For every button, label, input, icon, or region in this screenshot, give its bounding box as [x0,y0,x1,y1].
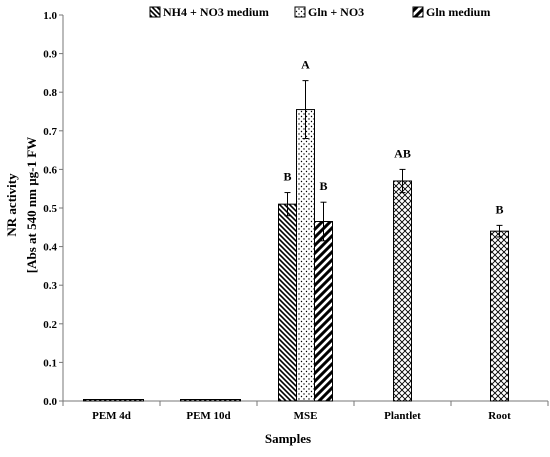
significance-letter: B [495,202,503,216]
significance-letter: B [319,179,327,193]
y-axis: 0.0 0.1 0.2 0.3 0.4 0.5 0.6 0.7 0.8 0.9 1.0 [43,10,64,408]
y-axis-title-line1: NR activity [4,173,19,237]
bar [278,203,297,402]
legend: NH4 + NO3 medium Gln + NO3 Gln medium [149,5,490,19]
bar [314,221,333,402]
x-tick-label: Plantlet [384,410,421,422]
bar [490,230,509,402]
significance-letter: A [301,58,310,72]
y-tick-label: 0.6 [43,164,57,176]
y-tick-label: 0.2 [43,319,57,331]
significance-letter: AB [394,146,411,160]
bar [180,399,241,402]
legend-label: Gln + NO3 [308,5,364,19]
x-axis-title: Samples [265,431,311,446]
y-axis-title-line2: [Abs at 540 nm µg-1 FW [24,137,39,273]
y-tick-label: 0.3 [43,280,57,292]
x-tick-label: MSE [294,410,318,422]
bar [83,399,144,402]
y-tick-label: 1.0 [43,10,57,22]
legend-swatch [149,6,161,18]
y-tick-label: 0.4 [43,242,57,254]
legend-swatch [412,6,424,18]
x-tick-label: PEM 4d [92,410,131,422]
x-axis: PEM 4d PEM 10d MSE Plantlet Root [62,400,549,422]
legend-label: Gln medium [426,5,490,19]
y-tick-label: 0.8 [43,87,57,99]
y-tick-label: 0.7 [43,126,57,138]
significance-letter: B [283,170,291,184]
y-tick-label: 0.5 [43,203,57,215]
y-tick-label: 0.1 [43,357,57,369]
legend-label: NH4 + NO3 medium [163,5,269,19]
legend-swatch [294,6,306,18]
bar [296,109,315,402]
x-tick-label: PEM 10d [186,410,230,422]
y-tick-label: 0.9 [43,49,57,61]
bar [393,180,412,402]
x-tick-label: Root [488,410,511,422]
y-tick-label: 0.0 [43,396,57,408]
